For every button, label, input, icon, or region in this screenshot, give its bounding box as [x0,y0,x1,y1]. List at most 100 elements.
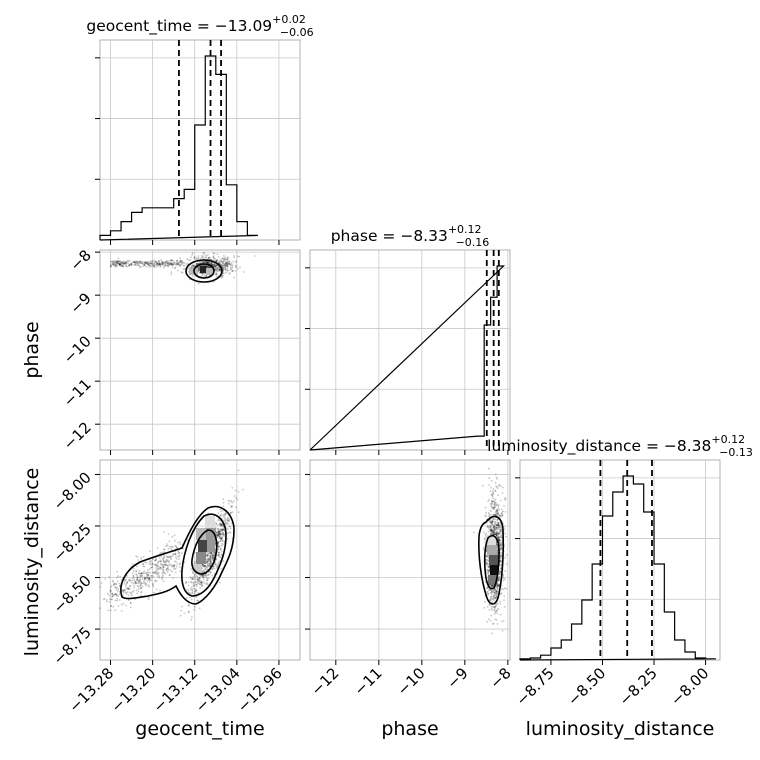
sample-point [216,267,219,270]
sample-point [206,559,209,562]
sample-point [489,521,492,524]
sample-point [497,507,500,509]
sample-point [208,558,210,561]
sample-point [216,275,218,278]
sample-point [141,575,144,577]
sample-point [209,564,212,567]
sample-point [500,592,502,595]
sample-point [496,503,499,505]
sample-point [501,486,504,489]
sample-point [212,265,215,268]
sample-point [491,601,494,603]
sample-point [211,557,213,560]
x-tick-label: −8.75 [513,664,558,709]
panel-2d-distance-vs-geocent-time [95,459,301,665]
sample-point [234,265,237,268]
sample-point [224,520,227,523]
sample-point [496,602,499,605]
sample-point [145,584,148,587]
sample-point [149,550,151,552]
sample-point [143,580,145,583]
sample-point [211,574,214,577]
sample-point [206,554,209,557]
sample-point [235,266,238,269]
sample-point [218,532,221,535]
sample-point [495,533,497,535]
sample-point [196,580,199,582]
sample-point [211,557,214,560]
sample-point [223,532,225,535]
sample-point [120,265,123,267]
sample-point [499,536,502,539]
sample-point [213,265,216,268]
sample-point [123,580,126,583]
sample-point [140,262,143,265]
sample-point [158,262,161,265]
sample-point [189,596,191,599]
sample-point [179,260,182,263]
sample-point [134,261,137,264]
sample-point [223,265,226,267]
sample-point [495,597,497,600]
sample-point [156,262,159,265]
sample-point [167,264,169,267]
sample-point [217,543,220,546]
sample-point [499,573,501,576]
sample-point [199,586,201,589]
sample-point [229,525,231,528]
sample-point [205,254,208,257]
sample-point [152,265,155,268]
sample-point [174,266,177,269]
sample-point [212,554,214,557]
sample-point [140,591,143,593]
sample-point [165,563,167,566]
sample-point [163,554,165,557]
sample-point [496,584,499,586]
sample-point [160,560,162,563]
sample-point [202,576,205,579]
sample-point [186,262,189,265]
sample-point [202,261,205,263]
sample-point [136,582,138,585]
sample-point [112,594,115,596]
sample-point [207,564,210,567]
sample-point [218,519,221,522]
sample-point [145,575,148,578]
sample-point [491,519,493,522]
sample-point [212,255,215,258]
sample-point [490,524,492,527]
sample-point [167,265,170,268]
sample-point [207,253,209,256]
sample-point [206,560,208,563]
sample-point [190,598,193,601]
sample-point [167,564,170,567]
sample-point [152,585,155,588]
sample-point [158,560,160,563]
sample-point [493,525,496,528]
sample-point [163,263,166,266]
sample-point [161,263,164,266]
sample-point [490,521,493,524]
sample-point [492,506,495,509]
sample-point [178,555,180,558]
sample-point [140,575,143,577]
sample-point [207,559,210,562]
sample-point [114,264,116,267]
sample-point [229,263,232,266]
sample-point [158,557,161,559]
sample-point [160,552,162,554]
quantile-lines [485,250,500,450]
sample-point [210,562,213,564]
sample-point [208,559,211,561]
sample-point [202,578,205,580]
sample-point [146,577,149,580]
sample-point [190,588,193,591]
sample-point [495,525,497,528]
sample-point [196,578,199,581]
sample-point [109,586,112,589]
sample-point [192,577,195,580]
panel-hist-phase: phase = −8.33+0.12 −0.16 [305,223,511,455]
sample-point [495,604,497,607]
sample-point [220,525,223,528]
ticks [305,473,509,665]
